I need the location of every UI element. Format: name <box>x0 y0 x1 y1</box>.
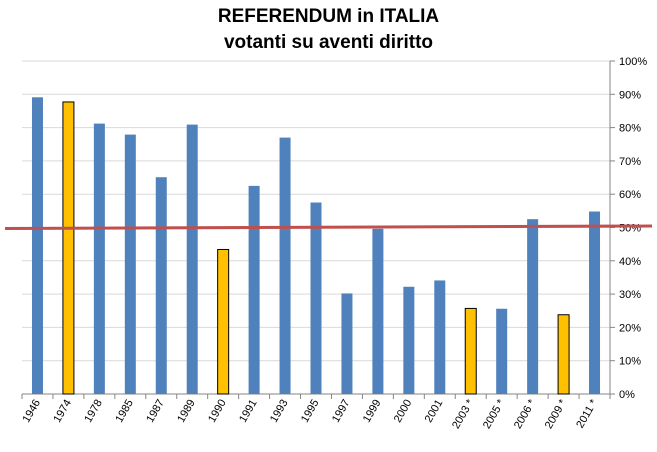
bar-2011 <box>589 211 601 394</box>
x-tick-label: 2009 * <box>543 397 570 431</box>
chart-title: REFERENDUM in ITALIA <box>217 6 440 27</box>
x-tick-label: 1978 <box>82 398 105 425</box>
bar-1990 <box>217 248 230 395</box>
x-tick-label: 2003 * <box>450 397 477 431</box>
bar-1999 <box>372 228 384 394</box>
bar-2003 <box>464 307 477 395</box>
y-tick-label: 70% <box>619 156 641 168</box>
bar-1989 <box>186 124 198 394</box>
y-tick-label: 20% <box>619 322 641 334</box>
x-tick-label: 1990 <box>206 398 229 425</box>
bar-1978 <box>93 123 105 394</box>
x-tick-label: 1985 <box>113 398 136 425</box>
chart-subtitle: votanti su aventi diritto <box>223 32 434 53</box>
bar-2000 <box>403 286 415 394</box>
x-tick-label: 2005 * <box>481 397 508 431</box>
x-tick-label: 1997 <box>330 398 353 425</box>
x-tick-label: 1991 <box>237 398 260 425</box>
x-tick-label: 2001 <box>423 398 446 425</box>
x-tick-label: 2000 <box>392 398 415 425</box>
bar-2001 <box>434 280 446 394</box>
x-tick-label: 1993 <box>268 398 291 425</box>
bar-2005 <box>496 308 508 394</box>
x-tick-label: 1999 <box>361 398 384 425</box>
bar-1995 <box>310 202 322 394</box>
bar-1991 <box>248 185 260 394</box>
bar-1993 <box>279 137 291 394</box>
bar-2006 <box>527 219 539 394</box>
bar-1987 <box>155 177 167 394</box>
x-tick-label: 1989 <box>175 398 198 425</box>
y-tick-label: 40% <box>619 256 641 268</box>
y-tick-label: 100% <box>619 56 647 68</box>
y-tick-label: 60% <box>619 189 641 201</box>
y-tick-label: 90% <box>619 89 641 101</box>
threshold-line <box>4 224 653 230</box>
x-tick-label: 1946 <box>20 398 43 425</box>
bar-1946 <box>31 97 43 394</box>
y-tick-label: 0% <box>619 389 635 401</box>
x-tick-label: 1995 <box>299 398 322 425</box>
x-tick-label: 2006 * <box>512 397 539 431</box>
bar-1974 <box>62 101 75 395</box>
y-tick-label: 80% <box>619 123 641 135</box>
x-tick-label: 1974 <box>51 398 74 425</box>
x-tick-label: 1987 <box>144 398 167 425</box>
bar-1985 <box>124 134 136 394</box>
bar-2009 <box>557 314 570 395</box>
x-tick-label: 2011 * <box>574 397 600 430</box>
y-tick-label: 50% <box>619 223 641 235</box>
y-tick-label: 10% <box>619 356 641 368</box>
y-tick-label: 30% <box>619 289 641 301</box>
bar-1997 <box>341 293 353 394</box>
